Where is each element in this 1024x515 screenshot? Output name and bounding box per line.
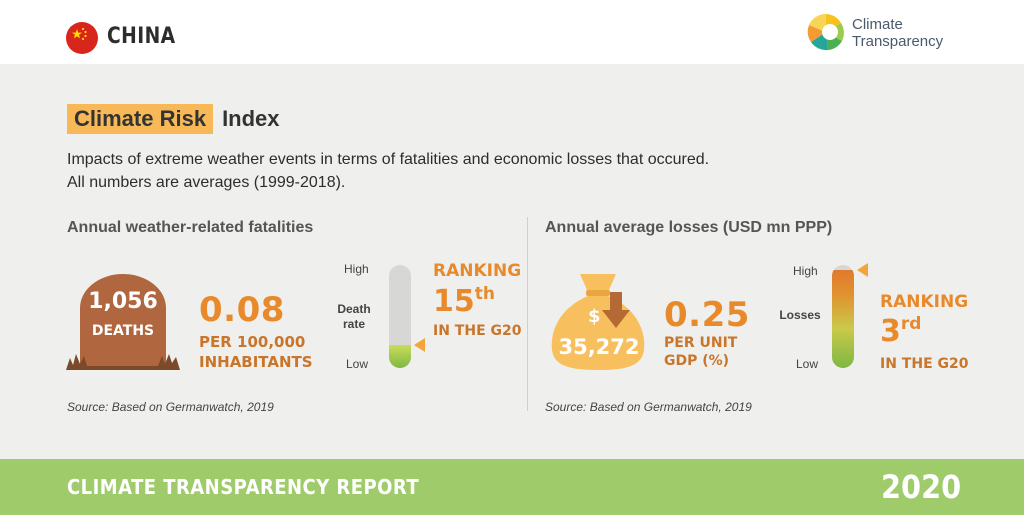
bag-dollar-symbol: $ <box>588 306 601 327</box>
losses-gdp-value: 0.25 <box>664 295 750 335</box>
losses-gauge <box>832 265 854 368</box>
losses-ranking-word: RANKING <box>880 292 969 312</box>
death-rate-unit: PER 100,000 INHABITANTS <box>199 332 313 372</box>
money-bag-icon <box>551 274 645 370</box>
death-rate-unit-line1: PER 100,000 <box>199 333 306 351</box>
death-rate-label-line1: Death <box>337 302 371 316</box>
climate-transparency-logo-icon <box>807 13 844 51</box>
losses-marker-icon <box>857 263 868 277</box>
section-divider <box>527 217 528 411</box>
losses-heading: Annual average losses (USD mn PPP) <box>545 219 833 236</box>
description-line2: All numbers are averages (1999-2018). <box>67 174 346 191</box>
logo-text-line2: Transparency <box>852 33 944 50</box>
fatalities-ranking-number: 15th <box>433 284 495 319</box>
fatalities-ranking-word: RANKING <box>433 261 522 281</box>
fatalities-axis-high: High <box>344 262 369 276</box>
losses-gdp-unit-line2: GDP (%) <box>664 353 730 369</box>
fatalities-heading: Annual weather-related fatalities <box>67 219 314 236</box>
fatalities-ranking-suffix: th <box>474 284 495 304</box>
death-rate-unit-line2: INHABITANTS <box>199 353 313 371</box>
death-rate-marker-icon <box>414 338 425 352</box>
description-line1: Impacts of extreme weather events in ter… <box>67 151 710 168</box>
death-rate-label-line2: rate <box>342 317 365 331</box>
losses-value: 35,272 <box>558 335 640 359</box>
description: Impacts of extreme weather events in ter… <box>67 148 709 194</box>
deaths-label: DEATHS <box>91 323 155 339</box>
footer-bar: CLIMATE TRANSPARENCY REPORT 2020 <box>0 459 1024 515</box>
down-arrow-icon <box>602 292 630 328</box>
country-name: CHINA <box>107 24 176 49</box>
logo-text: Climate Transparency <box>852 16 943 50</box>
deaths-value: 1,056 <box>88 289 158 314</box>
losses-gdp-unit: PER UNIT GDP (%) <box>664 334 737 370</box>
losses-ranking-number: 3rd <box>880 314 921 349</box>
title-highlight: Climate Risk <box>67 104 214 134</box>
losses-ranking-group: IN THE G20 <box>880 356 969 372</box>
tombstone-icon <box>66 274 180 370</box>
page-title: Climate Risk Index <box>67 104 280 134</box>
losses-source: Source: Based on Germanwatch, 2019 <box>545 400 752 414</box>
losses-gdp-unit-line1: PER UNIT <box>664 335 738 351</box>
death-rate-label: Death rate <box>331 302 377 332</box>
footer-report-title: CLIMATE TRANSPARENCY REPORT <box>67 475 420 499</box>
logo-text-line1: Climate <box>852 16 903 33</box>
china-flag-icon <box>66 22 98 54</box>
losses-ranking-digits: 3 <box>880 314 901 349</box>
losses-axis-low: Low <box>796 357 819 371</box>
losses-gauge-label: Losses <box>779 308 821 322</box>
death-rate-value: 0.08 <box>199 290 285 330</box>
header-bar: CHINA Climate Transparency <box>0 0 1024 64</box>
death-rate-gauge-fill <box>389 345 411 368</box>
title-rest: Index <box>222 106 280 131</box>
footer-year: 2020 <box>881 468 962 506</box>
fatalities-ranking-group: IN THE G20 <box>433 323 522 339</box>
losses-ranking-suffix: rd <box>900 314 922 334</box>
fatalities-axis-low: Low <box>346 357 369 371</box>
death-rate-gauge <box>389 265 411 368</box>
losses-axis-high: High <box>793 264 818 278</box>
fatalities-ranking-digits: 15 <box>433 284 475 319</box>
fatalities-source: Source: Based on Germanwatch, 2019 <box>67 400 274 414</box>
losses-gauge-fill <box>832 270 854 368</box>
